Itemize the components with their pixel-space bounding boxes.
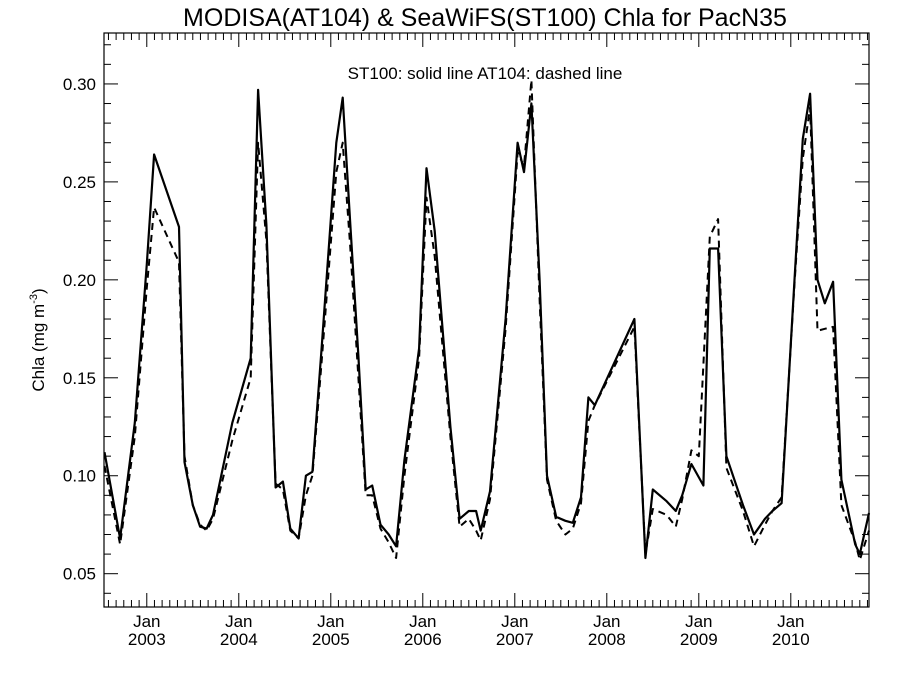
y-tick-label: 0.20 <box>63 271 96 290</box>
y-tick-label: 0.25 <box>63 173 96 192</box>
chart-title: MODISA(AT104) & SeaWiFS(ST100) Chla for … <box>183 4 787 32</box>
series-line-at104 <box>103 79 870 561</box>
y-axis-label-text: Chla (mg m <box>29 304 48 392</box>
y-tick-label: 0.15 <box>63 369 96 388</box>
y-tick-label: 0.10 <box>63 467 96 486</box>
y-axis: 0.05 0.10 0.15 0.20 0.25 0.30 <box>63 44 869 594</box>
x-tick-month-label: Jan <box>225 612 252 631</box>
legend-annotation: ST100: solid line AT104: dashed line <box>348 64 623 83</box>
series-line-st100 <box>103 88 871 560</box>
y-tick-label: 0.05 <box>63 565 96 584</box>
x-tick-year-label: 2004 <box>220 630 258 649</box>
x-tick-year-label: 2005 <box>312 630 350 649</box>
x-tick-month-label: Jan <box>777 612 804 631</box>
y-tick-label: 0.30 <box>63 75 96 94</box>
x-tick-year-label: 2010 <box>772 630 810 649</box>
y-axis-label: Chla (mg m-3) <box>28 288 48 391</box>
plot-frame <box>103 32 870 608</box>
y-axis-label-superscript: -3 <box>28 294 40 304</box>
x-tick-month-label: Jan <box>133 612 160 631</box>
x-tick-year-label: 2007 <box>496 630 534 649</box>
plot-area <box>103 79 871 561</box>
x-tick-year-label: 2008 <box>588 630 626 649</box>
x-tick-month-label: Jan <box>685 612 712 631</box>
x-tick-year-label: 2006 <box>404 630 442 649</box>
x-tick-month-label: Jan <box>501 612 528 631</box>
x-tick-month-label: Jan <box>593 612 620 631</box>
x-tick-month-label: Jan <box>317 612 344 631</box>
x-tick-year-label: 2003 <box>128 630 166 649</box>
x-tick-month-label: Jan <box>409 612 436 631</box>
x-axis: Jan2003Jan2004Jan2005Jan2006Jan2007Jan20… <box>107 33 868 649</box>
x-tick-year-label: 2009 <box>680 630 718 649</box>
y-axis-label-close: ) <box>29 288 48 294</box>
